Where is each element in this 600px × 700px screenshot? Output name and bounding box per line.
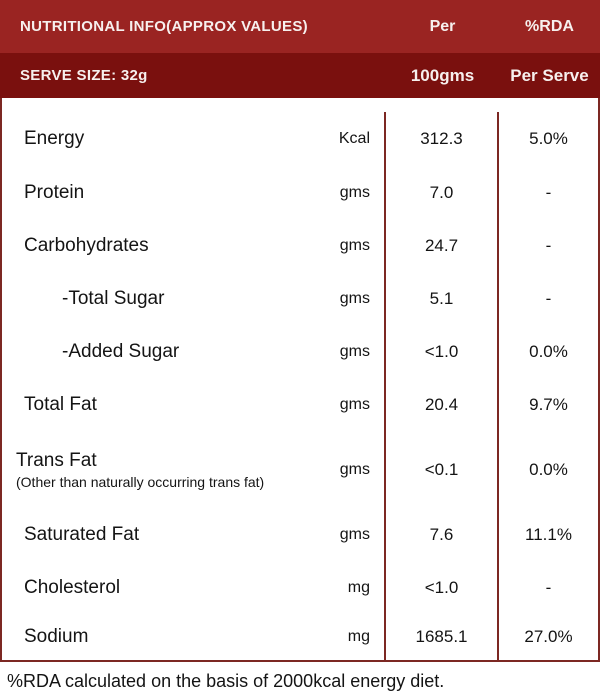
table-row-saturated-fat: Saturated Fat gms 7.6 11.1% [2,509,598,561]
rda-per-serve-value: - [497,272,598,325]
column-header-rda: %RDA [525,17,574,35]
table-row-trans-fat: Trans Fat (Other than naturally occurrin… [2,431,598,509]
nutrient-unit: gms [339,289,370,307]
nutrient-label: Carbohydrates [24,234,149,256]
table-row-energy: Energy Kcal 312.3 5.0% [2,112,598,166]
nutrient-label: Cholesterol [24,576,121,598]
nutrient-label: Saturated Fat [24,524,140,545]
table-row-carbohydrates: Carbohydrates gms 24.7 - [2,219,598,272]
column-header-per-100gms: 100gms [410,65,475,85]
nutrient-unit: gms [339,395,370,413]
rda-per-serve-value: 5.0% [497,112,598,166]
rda-per-serve-value: 0.0% [497,325,598,378]
per-100g-value: 5.1 [384,272,497,325]
panel-title: NUTRITIONAL INFO(APPROX VALUES) [20,18,308,35]
table-row-protein: Protein gms 7.0 - [2,166,598,219]
rda-per-serve-value: 9.7% [497,378,598,431]
nutrient-label: Sodium [24,626,89,647]
nutrient-unit: gms [339,183,370,201]
rda-per-serve-value: 11.1% [497,509,598,561]
nutrient-label: Energy [24,128,85,149]
nutrient-note: (Other than naturally occurring trans fa… [16,474,265,490]
nutrient-label: -Total Sugar [62,287,165,309]
per-100g-value: 312.3 [384,112,497,166]
column-header-per-serve: Per Serve [510,65,589,85]
nutrient-unit: gms [339,236,370,254]
nutrient-label: Protein [24,181,85,203]
nutrient-unit: gms [339,342,370,360]
serve-size-label: SERVE SIZE: 32g [20,67,148,84]
per-100g-value: 20.4 [384,378,497,431]
per-100g-value: <1.0 [384,325,497,378]
table-row-sodium: Sodium mg 1685.1 27.0% [2,614,598,660]
header-row-primary: NUTRITIONAL INFO(APPROX VALUES) Per %RDA [0,0,600,53]
per-100g-value: 1685.1 [384,614,497,660]
table-row-total-fat: Total Fat gms 20.4 9.7% [2,378,598,431]
nutrient-unit: gms [339,461,370,478]
nutrition-table-body: Energy Kcal 312.3 5.0% Protein gms 7.0 -… [0,98,600,662]
nutrient-label: Total Fat [24,393,97,415]
rda-footnote: %RDA calculated on the basis of 2000kcal… [0,662,600,700]
nutrient-unit: Kcal [338,130,370,147]
column-header-per: Per [429,17,456,35]
nutrient-label-group: Trans Fat (Other than naturally occurrin… [2,431,306,509]
per-100g-value: 7.6 [384,509,497,561]
rda-per-serve-value: 27.0% [497,614,598,660]
nutrient-label: Trans Fat [16,450,97,471]
table-row-cholesterol: Cholesterol mg <1.0 - [2,561,598,614]
per-100g-value: <0.1 [384,431,497,509]
rda-per-serve-value: - [497,561,598,614]
per-100g-value: 24.7 [384,219,497,272]
rda-per-serve-value: - [497,219,598,272]
per-100g-value: <1.0 [384,561,497,614]
table-row-added-sugar: -Added Sugar gms <1.0 0.0% [2,325,598,378]
rda-per-serve-value: 0.0% [497,431,598,509]
rda-per-serve-value: - [497,166,598,219]
table-row-total-sugar: -Total Sugar gms 5.1 - [2,272,598,325]
nutrient-unit: mg [347,578,370,596]
nutrient-unit: mg [347,628,370,645]
header-row-secondary: SERVE SIZE: 32g 100gms Per Serve [0,53,600,98]
nutrient-unit: gms [339,526,370,543]
nutrient-label: -Added Sugar [62,340,180,362]
per-100g-value: 7.0 [384,166,497,219]
